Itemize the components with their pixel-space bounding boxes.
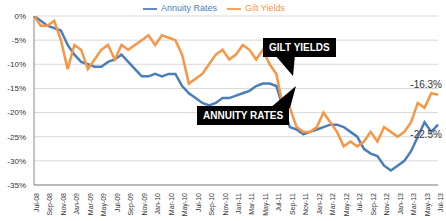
svg-text:Nov-08: Nov-08 <box>60 193 67 216</box>
svg-text:May-12: May-12 <box>343 193 351 216</box>
svg-text:Jul-09: Jul-09 <box>114 193 121 212</box>
svg-text:-20%: -20% <box>8 108 26 117</box>
html-text:Annuity Rates: Annuity Rates <box>161 3 217 14</box>
svg-text:Sep-08: Sep-08 <box>46 193 54 216</box>
html-text:GILT YIELDS: GILT YIELDS <box>269 42 330 53</box>
svg-text:Nov-12: Nov-12 <box>383 193 390 216</box>
svg-text:Mar-11: Mar-11 <box>248 193 255 215</box>
svg-text:Jan-12: Jan-12 <box>316 193 323 215</box>
svg-text:Jan-10: Jan-10 <box>154 193 161 215</box>
svg-text:-10%: -10% <box>8 60 26 69</box>
svg-text:Jul-13: Jul-13 <box>437 193 438 212</box>
svg-text:Jul-10: Jul-10 <box>195 193 202 212</box>
svg-text:Sep-10: Sep-10 <box>208 193 216 216</box>
svg-text:-15%: -15% <box>8 84 26 93</box>
svg-text:Jan-09: Jan-09 <box>73 193 80 215</box>
svg-text:Sep-11: Sep-11 <box>289 193 297 215</box>
svg-text:Nov-11: Nov-11 <box>302 193 309 215</box>
svg-text:Nov-10: Nov-10 <box>222 193 229 216</box>
svg-text:-35%: -35% <box>8 181 26 190</box>
svg-text:-25%: -25% <box>8 133 26 142</box>
svg-text:May-09: May-09 <box>100 193 108 216</box>
svg-text:May-11: May-11 <box>262 193 270 216</box>
svg-text:Nov-09: Nov-09 <box>141 193 148 216</box>
svg-text:-30%: -30% <box>8 157 26 166</box>
svg-text:Jul-08: Jul-08 <box>33 193 40 212</box>
svg-text:-22.5%: -22.5% <box>410 129 438 140</box>
svg-text:-5%: -5% <box>12 36 26 45</box>
svg-text:Mar-12: Mar-12 <box>329 193 336 215</box>
svg-text:Sep-09: Sep-09 <box>127 193 135 216</box>
svg-text:Jan-13: Jan-13 <box>397 193 404 215</box>
svg-text:0%: 0% <box>14 12 26 21</box>
svg-text:Mar-13: Mar-13 <box>410 193 417 215</box>
html-text:Gilt Yields: Gilt Yields <box>245 3 285 14</box>
html-text:ANNUITY RATES: ANNUITY RATES <box>203 110 284 121</box>
svg-text:Sep-12: Sep-12 <box>370 193 378 216</box>
svg-text:-16.3%: -16.3% <box>410 79 438 90</box>
svg-text:Mar-09: Mar-09 <box>87 193 94 215</box>
svg-text:May-13: May-13 <box>424 193 432 216</box>
svg-text:Jul-11: Jul-11 <box>275 193 282 212</box>
svg-text:May-10: May-10 <box>181 193 189 216</box>
svg-text:Mar-10: Mar-10 <box>168 193 175 215</box>
svg-text:Jul-12: Jul-12 <box>356 193 363 212</box>
svg-text:Jan-11: Jan-11 <box>235 193 242 214</box>
